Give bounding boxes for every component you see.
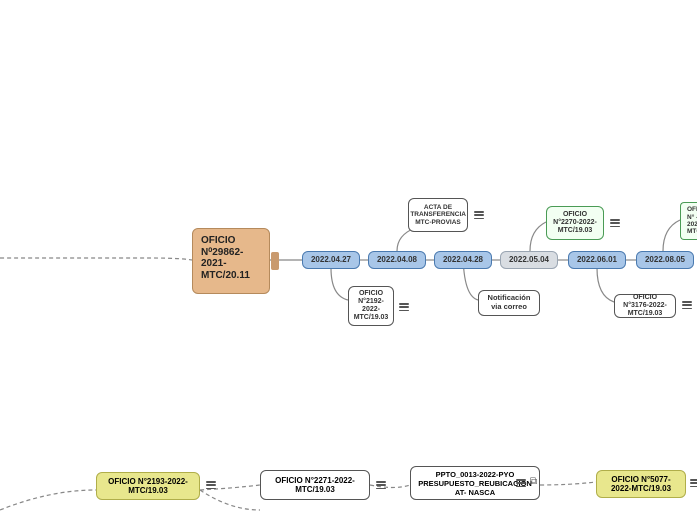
menu-icon[interactable] [690,478,697,488]
annotation-of2270[interactable]: OFICIO N°2270-2022-MTC/19.03 [546,206,604,240]
menu-icon[interactable] [474,210,484,220]
root-handle[interactable] [271,252,279,270]
diagram-canvas: OFICIO N⁰29862-2021-MTC/20.11 2022.04.27… [0,0,697,520]
root-node[interactable]: OFICIO N⁰29862-2021-MTC/20.11 [192,228,270,294]
menu-icon[interactable] [516,478,526,488]
annotation-acta[interactable]: ACTA DE TRANSFERENCIA MTC-PROVIAS [408,198,468,232]
annotation-of2192[interactable]: OFICIO N°2192-2022-MTC/19.03 [348,286,394,326]
date-node-5[interactable]: 2022.06.01 [568,251,626,269]
date-node-2[interactable]: 2022.04.08 [368,251,426,269]
root-label: OFICIO N⁰29862-2021-MTC/20.11 [201,235,261,281]
annotation-notif[interactable]: Notificación via correo [478,290,540,316]
external-link-icon[interactable]: ⧉ [530,476,537,487]
low-node-2[interactable]: OFICIO N°2271-2022-MTC/19.03 [260,470,370,500]
menu-icon[interactable] [682,300,692,310]
date-node-6[interactable]: 2022.08.05 [636,251,694,269]
menu-icon[interactable] [399,302,409,312]
annotation-right-partial[interactable]: OFICIO N° — 202 — MTC [680,202,697,240]
date-node-1[interactable]: 2022.04.27 [302,251,360,269]
menu-icon[interactable] [376,480,386,490]
menu-icon[interactable] [206,480,216,490]
low-node-4[interactable]: OFICIO N°5077-2022-MTC/19.03 [596,470,686,498]
annotation-of3176[interactable]: OFICIO N°3176-2022-MTC/19.03 [614,294,676,318]
low-node-1[interactable]: OFICIO N°2193-2022-MTC/19.03 [96,472,200,500]
menu-icon[interactable] [610,218,620,228]
date-node-4[interactable]: 2022.05.04 [500,251,558,269]
date-node-3[interactable]: 2022.04.28 [434,251,492,269]
